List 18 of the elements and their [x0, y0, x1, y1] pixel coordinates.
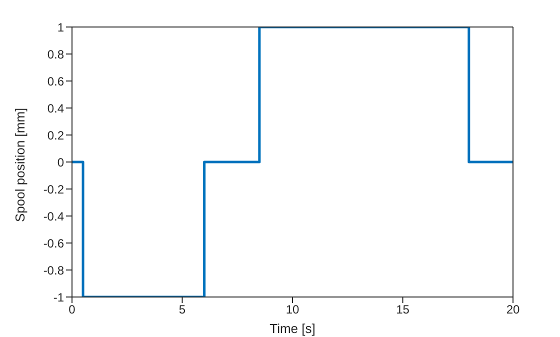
- y-axis-title: Spool position [mm]: [12, 108, 28, 222]
- y-tick-label: 0.8: [47, 47, 64, 62]
- y-tick-label: -1: [53, 290, 64, 304]
- x-tick-label: 15: [396, 302, 410, 317]
- y-tick-label: -0.6: [43, 236, 64, 250]
- x-tick-label: 10: [286, 302, 300, 317]
- x-axis-title: Time [s]: [270, 321, 316, 336]
- y-tick-label: -0.2: [43, 182, 64, 196]
- y-tick-label: -0.4: [43, 209, 64, 224]
- x-tick-label: 5: [178, 302, 186, 317]
- y-tick-label: 0.4: [47, 101, 64, 116]
- y-tick-label: 0.6: [47, 74, 64, 88]
- y-tick-label: 0.2: [47, 128, 64, 142]
- y-tick-label: 1: [57, 20, 64, 34]
- x-tick-label: 20: [506, 302, 520, 317]
- y-tick-label: -0.8: [43, 263, 64, 278]
- y-tick-label: 0: [57, 155, 64, 170]
- x-tick-label: 0: [68, 302, 76, 317]
